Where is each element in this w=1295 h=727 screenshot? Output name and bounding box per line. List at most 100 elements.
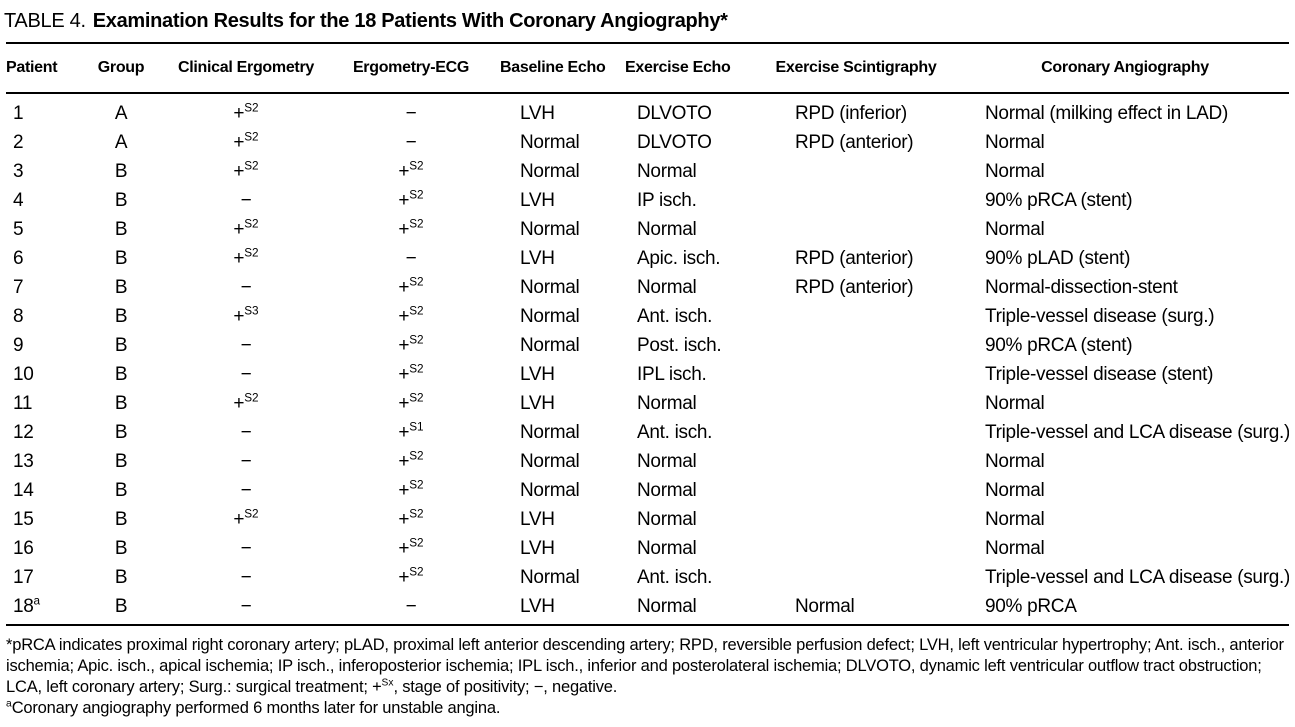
table-cell: Triple-vessel and LCA disease (surg.) bbox=[985, 566, 1289, 588]
table-cell: B bbox=[114, 305, 128, 327]
table-cell: 3 bbox=[13, 160, 24, 182]
col-header-clinical-ergometry: Clinical Ergometry bbox=[161, 43, 331, 94]
table-cell: LVH bbox=[520, 363, 555, 385]
table-cell: B bbox=[114, 479, 128, 501]
table-cell: 90% pRCA (stent) bbox=[985, 189, 1133, 211]
table-cell: 9 bbox=[13, 334, 24, 356]
table-cell: B bbox=[114, 189, 128, 211]
table-cell: − bbox=[240, 421, 252, 443]
table-cell: 18a bbox=[13, 594, 41, 617]
table-cell: 1 bbox=[13, 102, 24, 124]
table-cell: Normal bbox=[637, 595, 697, 617]
table-cell: +S2 bbox=[398, 275, 424, 298]
table-cell: Ant. isch. bbox=[637, 421, 713, 443]
table-cell: +S1 bbox=[398, 420, 424, 443]
table-cell bbox=[751, 389, 961, 418]
table-cell: Normal bbox=[520, 334, 580, 356]
table-cell: Normal bbox=[520, 276, 580, 298]
table-cell: Post. isch. bbox=[637, 334, 722, 356]
table-cell: +S2 bbox=[398, 217, 424, 240]
col-header-baseline-echo: Baseline Echo bbox=[491, 43, 616, 94]
table-cell: B bbox=[114, 247, 128, 269]
table-cell: LVH bbox=[520, 247, 555, 269]
table-cell: DLVOTO bbox=[637, 131, 712, 153]
table-cell: +S2 bbox=[398, 159, 424, 182]
table-row: 2 A +S2 − Normal DLVOTO RPD (anterior) Normal bbox=[6, 128, 1289, 157]
table-cell: Ant. isch. bbox=[637, 305, 713, 327]
table-cell: Normal bbox=[637, 392, 697, 414]
table-cell bbox=[751, 505, 961, 534]
table-cell: − bbox=[240, 334, 252, 356]
table-cell: Normal bbox=[520, 160, 580, 182]
table-cell: Normal bbox=[637, 508, 697, 530]
table-cell: Triple-vessel disease (stent) bbox=[985, 363, 1214, 385]
table-cell: − bbox=[240, 537, 252, 559]
table-cell: Ant. isch. bbox=[637, 566, 713, 588]
table-cell: Normal bbox=[637, 160, 697, 182]
table-cell: 7 bbox=[13, 276, 24, 298]
examination-results-table: Patient Group Clinical Ergometry Ergomet… bbox=[6, 42, 1289, 626]
table-cell: − bbox=[405, 102, 417, 124]
table-cell: LVH bbox=[520, 537, 555, 559]
table-cell: Normal (milking effect in LAD) bbox=[985, 102, 1229, 124]
col-header-coronary-angiography: Coronary Angiography bbox=[961, 43, 1289, 94]
col-header-patient: Patient bbox=[6, 43, 81, 94]
table-row: 17 B − +S2 Normal Ant. isch. Triple-vessel and… bbox=[6, 563, 1289, 592]
table-cell: 2 bbox=[13, 131, 24, 153]
table-row: 10 B − +S2 LVH IPL isch. Triple-vessel disease… bbox=[6, 360, 1289, 389]
footnote: aCoronary angiography performed 6 months… bbox=[6, 698, 501, 717]
table-cell: Normal bbox=[985, 537, 1045, 559]
table-cell: 14 bbox=[13, 479, 34, 501]
table-cell: Normal bbox=[520, 479, 580, 501]
table-cell: 6 bbox=[13, 247, 24, 269]
table-cell: IPL isch. bbox=[637, 363, 707, 385]
table-cell: Normal bbox=[637, 218, 697, 240]
table-cell: 5 bbox=[13, 218, 24, 240]
table-cell: 4 bbox=[13, 189, 24, 211]
table-row: 14 B − +S2 Normal Normal Normal bbox=[6, 476, 1289, 505]
table-cell: +S2 bbox=[398, 391, 424, 414]
table-row: 4 B − +S2 LVH IP isch. 90% pRCA (stent) bbox=[6, 186, 1289, 215]
table-cell: Normal-dissection-stent bbox=[985, 276, 1178, 298]
table-cell: Normal bbox=[637, 537, 697, 559]
table-cell: Normal bbox=[985, 479, 1045, 501]
table-cell: 10 bbox=[13, 363, 34, 385]
table-title: TABLE 4. Examination Results for the 18 P… bbox=[0, 0, 1295, 42]
table-cell: B bbox=[114, 160, 128, 182]
table-cell: RPD (anterior) bbox=[795, 276, 914, 298]
table-cell: 90% pRCA bbox=[985, 595, 1077, 617]
table-cell: +S2 bbox=[398, 449, 424, 472]
table-title-text: Examination Results for the 18 Patients … bbox=[92, 10, 728, 32]
table-cell: B bbox=[114, 276, 128, 298]
table-cell: B bbox=[114, 508, 128, 530]
table-row: 5 B +S2 +S2 Normal Normal Normal bbox=[6, 215, 1289, 244]
table-cell: +S2 bbox=[233, 391, 259, 414]
table-row: 15 B +S2 +S2 LVH Normal Normal bbox=[6, 505, 1289, 534]
table-cell bbox=[751, 360, 961, 389]
table-row: 18a B − − LVH Normal Normal 90% pRCA bbox=[6, 592, 1289, 625]
table-row: 13 B − +S2 Normal Normal Normal bbox=[6, 447, 1289, 476]
table-cell: LVH bbox=[520, 508, 555, 530]
table-cell: +S2 bbox=[233, 159, 259, 182]
table-cell: Normal bbox=[985, 508, 1045, 530]
table-cell: B bbox=[114, 421, 128, 443]
table-cell: +S2 bbox=[233, 101, 259, 124]
table-cell bbox=[751, 418, 961, 447]
table-cell: LVH bbox=[520, 595, 555, 617]
table-cell: LVH bbox=[520, 189, 555, 211]
table-cell: − bbox=[240, 276, 252, 298]
table-cell: 13 bbox=[13, 450, 34, 472]
table-cell: LVH bbox=[520, 392, 555, 414]
table-cell: LVH bbox=[520, 102, 555, 124]
table-row: 3 B +S2 +S2 Normal Normal Normal bbox=[6, 157, 1289, 186]
table-row: 7 B − +S2 Normal Normal RPD (anterior) Normal-d… bbox=[6, 273, 1289, 302]
table-cell: − bbox=[240, 189, 252, 211]
table-cell: B bbox=[114, 334, 128, 356]
table-cell: Normal bbox=[520, 131, 580, 153]
table-cell: 90% pRCA (stent) bbox=[985, 334, 1133, 356]
table-cell: B bbox=[114, 537, 128, 559]
table-cell: Apic. isch. bbox=[637, 247, 721, 269]
table-cell: B bbox=[114, 450, 128, 472]
table-cell: − bbox=[240, 479, 252, 501]
